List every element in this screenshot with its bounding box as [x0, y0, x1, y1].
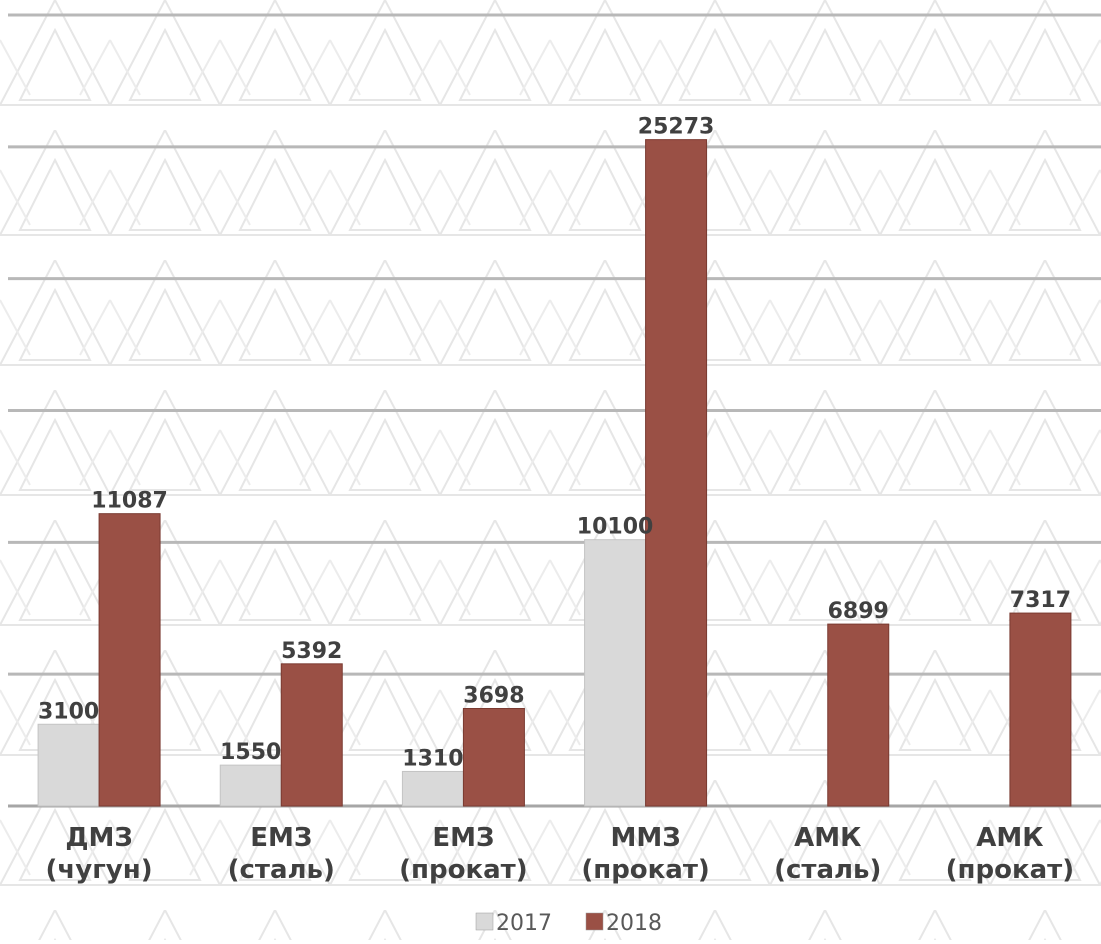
data-label: 1550	[220, 740, 281, 765]
legend-label: 2018	[606, 911, 662, 936]
category-label-line: ЕМЗ	[250, 823, 312, 853]
bar	[37, 723, 100, 807]
category-label-line: ЕМЗ	[432, 823, 494, 853]
data-label: 10100	[577, 515, 654, 540]
data-label: 6899	[828, 599, 889, 624]
category-label-line: ДМЗ	[65, 823, 133, 853]
bar	[462, 707, 525, 807]
category-label-line: (прокат)	[946, 855, 1074, 885]
category-label-line: (сталь)	[774, 855, 881, 885]
category-label: ММЗ (прокат)	[581, 823, 709, 885]
category-label-line: (прокат)	[399, 855, 527, 885]
bar	[584, 539, 647, 807]
category-label: ДМЗ (чугун)	[46, 823, 153, 885]
category-label-line: АМК	[794, 823, 861, 853]
bar	[827, 623, 890, 807]
legend-swatch	[585, 912, 604, 931]
bar	[645, 139, 708, 807]
data-label: 7317	[1010, 588, 1071, 613]
legend-label: 2017	[496, 911, 552, 936]
category-label: АМК (прокат)	[946, 823, 1074, 885]
data-label: 1310	[402, 746, 463, 771]
category-label-line: (прокат)	[581, 855, 709, 885]
category-label-line: (сталь)	[228, 855, 335, 885]
category-label-line: ММЗ	[610, 823, 680, 853]
bar	[1009, 612, 1072, 807]
category-label-line: (чугун)	[46, 855, 153, 885]
bar	[219, 764, 282, 807]
bar	[280, 663, 343, 807]
category-label: ЕМЗ (прокат)	[399, 823, 527, 885]
data-label: 11087	[91, 489, 168, 514]
data-label: 25273	[638, 115, 715, 140]
category-label: ЕМЗ (сталь)	[228, 823, 335, 885]
data-label: 3100	[38, 699, 99, 724]
data-label: 5392	[281, 639, 342, 664]
bar	[401, 770, 464, 807]
data-label: 3698	[463, 683, 524, 708]
category-label: АМК (сталь)	[774, 823, 881, 885]
category-label-line: АМК	[976, 823, 1043, 853]
legend-swatch	[475, 912, 494, 931]
bar	[98, 513, 161, 807]
